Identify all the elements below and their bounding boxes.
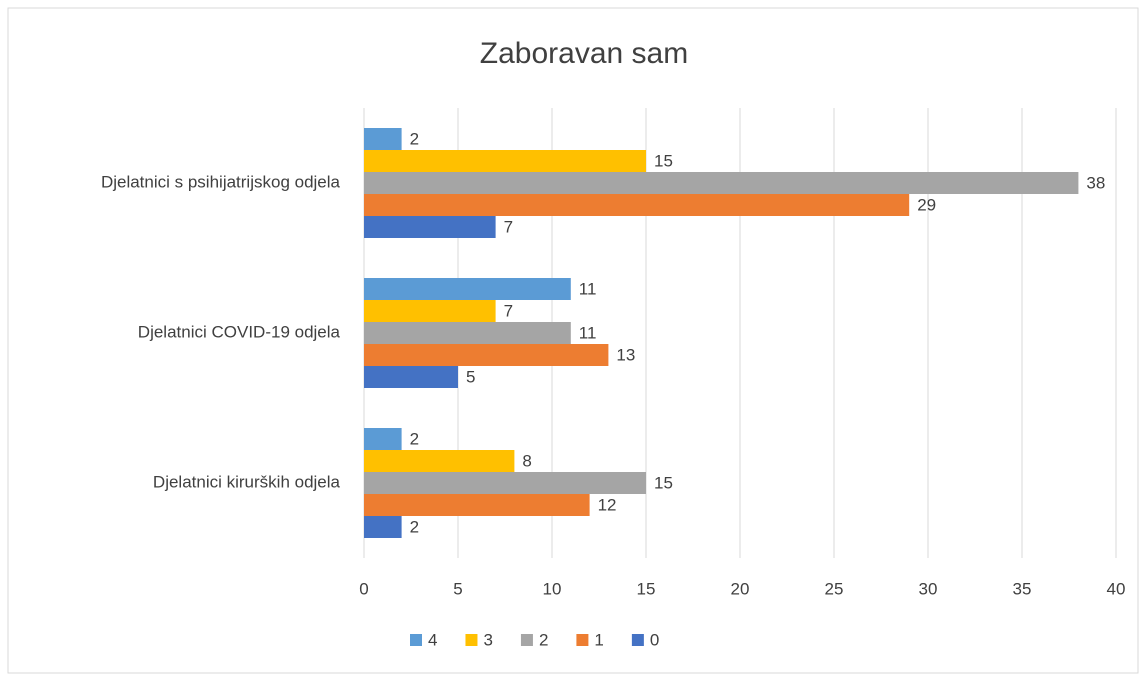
legend-label: 2	[539, 630, 548, 649]
value-label: 2	[410, 517, 419, 536]
value-label: 12	[598, 495, 617, 514]
chart-frame	[7, 7, 1139, 674]
bar	[364, 450, 515, 472]
y-tick-label: Djelatnici COVID-19 odjela	[138, 322, 341, 341]
value-label: 7	[504, 301, 513, 320]
legend-label: 1	[594, 630, 603, 649]
bar	[364, 300, 496, 322]
y-tick-label: Djelatnici s psihijatrijskog odjela	[101, 172, 341, 191]
value-label: 2	[410, 429, 419, 448]
legend-swatch	[410, 634, 422, 646]
bar	[364, 494, 590, 516]
x-tick-label: 5	[453, 579, 462, 598]
bar	[364, 516, 402, 538]
x-tick-label: 40	[1107, 579, 1126, 598]
bar	[364, 366, 458, 388]
x-tick-label: 25	[825, 579, 844, 598]
bar	[364, 194, 910, 216]
value-label: 11	[579, 323, 597, 342]
legend-swatch	[631, 634, 644, 646]
legend-label: 0	[650, 630, 659, 649]
bar	[364, 278, 571, 300]
x-tick-label: 15	[637, 579, 656, 598]
value-label: 7	[504, 217, 513, 236]
value-label: 38	[1086, 173, 1105, 192]
bar	[364, 472, 646, 494]
bar	[364, 428, 402, 450]
value-label: 8	[522, 451, 531, 470]
legend-swatch	[520, 634, 533, 646]
value-label: 5	[466, 367, 475, 386]
value-label: 15	[654, 473, 673, 492]
legend-label: 4	[428, 630, 437, 649]
legend-label: 3	[483, 630, 492, 649]
bar	[364, 322, 571, 344]
y-tick-label: Djelatnici kirurških odjela	[153, 472, 341, 491]
x-tick-label: 10	[543, 579, 562, 598]
value-label: 13	[616, 345, 635, 364]
value-label: 29	[917, 195, 936, 214]
value-label: 11	[579, 279, 597, 298]
bar	[364, 172, 1079, 194]
x-tick-label: 30	[919, 579, 938, 598]
x-tick-label: 20	[731, 579, 750, 598]
x-tick-label: 0	[359, 579, 368, 598]
bar	[364, 216, 496, 238]
bar	[364, 344, 609, 366]
legend-swatch	[465, 634, 478, 646]
x-tick-label: 35	[1013, 579, 1032, 598]
value-label: 2	[410, 129, 419, 148]
chart-title: Zaboravan sam	[480, 37, 688, 70]
bar	[364, 150, 646, 172]
value-label: 15	[654, 151, 673, 170]
bar	[364, 128, 402, 150]
legend-swatch	[576, 634, 589, 646]
